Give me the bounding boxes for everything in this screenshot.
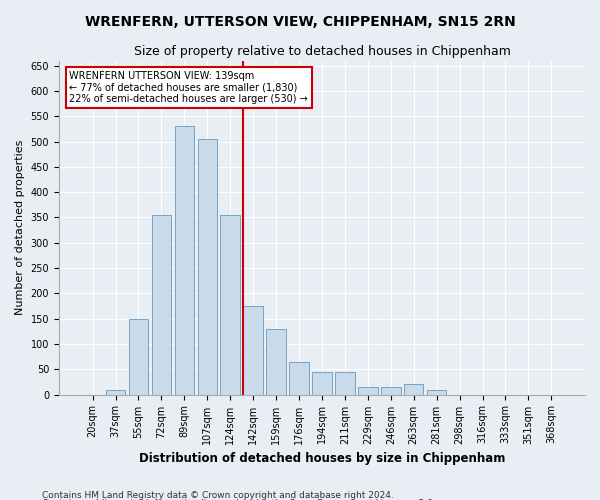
Text: Contains public sector information licensed under the Open Government Licence v3: Contains public sector information licen… (42, 499, 436, 500)
Bar (312, 372, 332, 394)
Bar (289, 362, 309, 394)
Title: Size of property relative to detached houses in Chippenham: Size of property relative to detached ho… (134, 45, 511, 58)
Bar (427, 390, 446, 394)
Bar (106, 390, 125, 394)
Text: Contains HM Land Registry data © Crown copyright and database right 2024.: Contains HM Land Registry data © Crown c… (42, 490, 394, 500)
Bar (404, 384, 424, 394)
Bar (244, 306, 263, 394)
Bar (152, 215, 171, 394)
Y-axis label: Number of detached properties: Number of detached properties (15, 140, 25, 316)
Bar (197, 139, 217, 394)
Text: WRENFERN, UTTERSON VIEW, CHIPPENHAM, SN15 2RN: WRENFERN, UTTERSON VIEW, CHIPPENHAM, SN1… (85, 15, 515, 29)
Text: WRENFERN UTTERSON VIEW: 139sqm
← 77% of detached houses are smaller (1,830)
22% : WRENFERN UTTERSON VIEW: 139sqm ← 77% of … (70, 70, 308, 104)
Bar (335, 372, 355, 394)
Bar (220, 215, 240, 394)
Bar (175, 126, 194, 394)
Bar (358, 387, 377, 394)
Bar (381, 387, 401, 394)
Bar (266, 329, 286, 394)
Bar (128, 318, 148, 394)
X-axis label: Distribution of detached houses by size in Chippenham: Distribution of detached houses by size … (139, 452, 505, 465)
